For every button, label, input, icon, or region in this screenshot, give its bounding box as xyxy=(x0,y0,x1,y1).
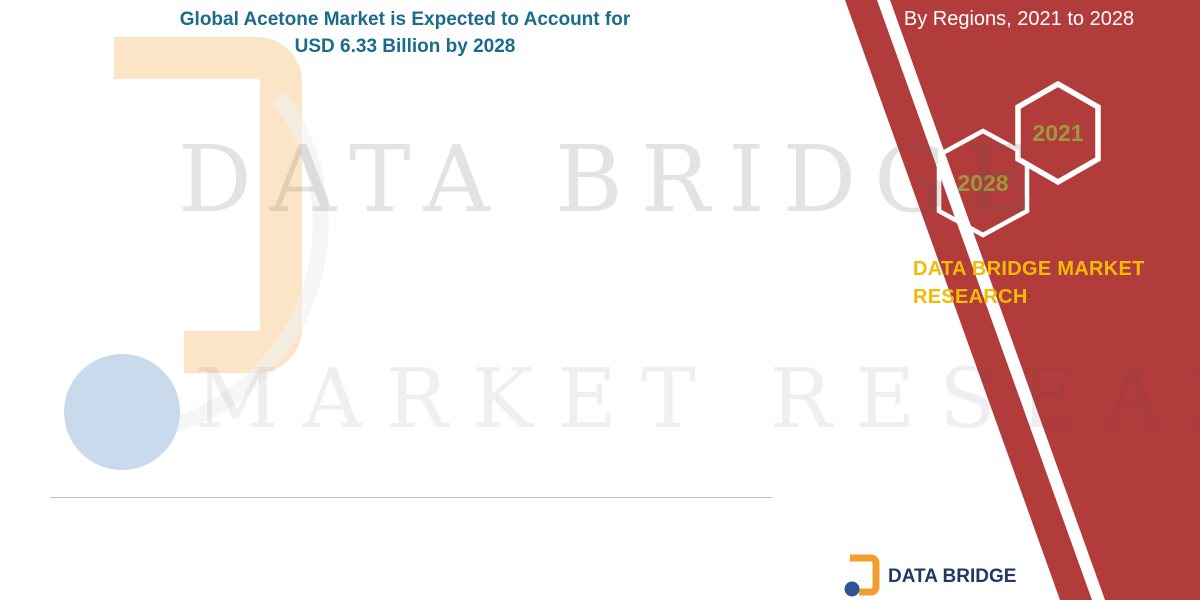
banner-thin-band xyxy=(845,0,1092,600)
watermark-line2: MARKET RESEARCH xyxy=(195,352,1200,447)
chart-title: Global Acetone Market is Expected to Acc… xyxy=(100,6,710,60)
chart-title-line2: USD 6.33 Billion by 2028 xyxy=(294,36,516,57)
watermark-logo-icon xyxy=(64,37,329,470)
hexagon-2028-label: 2028 xyxy=(957,170,1008,196)
banner-brand-text: DATA BRIDGE MARKET RESEARCH xyxy=(913,255,1145,311)
footer-brand-text: DATA BRIDGE xyxy=(888,566,1017,587)
x-axis-line xyxy=(50,497,772,498)
banner-subtitle: By Regions, 2021 to 2028 xyxy=(903,8,1135,30)
watermark-line1: DATA BRIDGE xyxy=(178,126,1051,233)
banner-brand-line1: DATA BRIDGE MARKET xyxy=(913,258,1145,280)
hexagon-2021-label: 2021 xyxy=(1032,120,1083,146)
hexagon-2021 xyxy=(1015,80,1101,186)
banner-brand-line2: RESEARCH xyxy=(913,286,1028,308)
chart-title-line1: Global Acetone Market is Expected to Acc… xyxy=(179,9,631,30)
footer-logo-icon xyxy=(844,554,880,597)
banner-main-shape xyxy=(890,0,1200,600)
footer-red-strip xyxy=(836,584,1200,600)
